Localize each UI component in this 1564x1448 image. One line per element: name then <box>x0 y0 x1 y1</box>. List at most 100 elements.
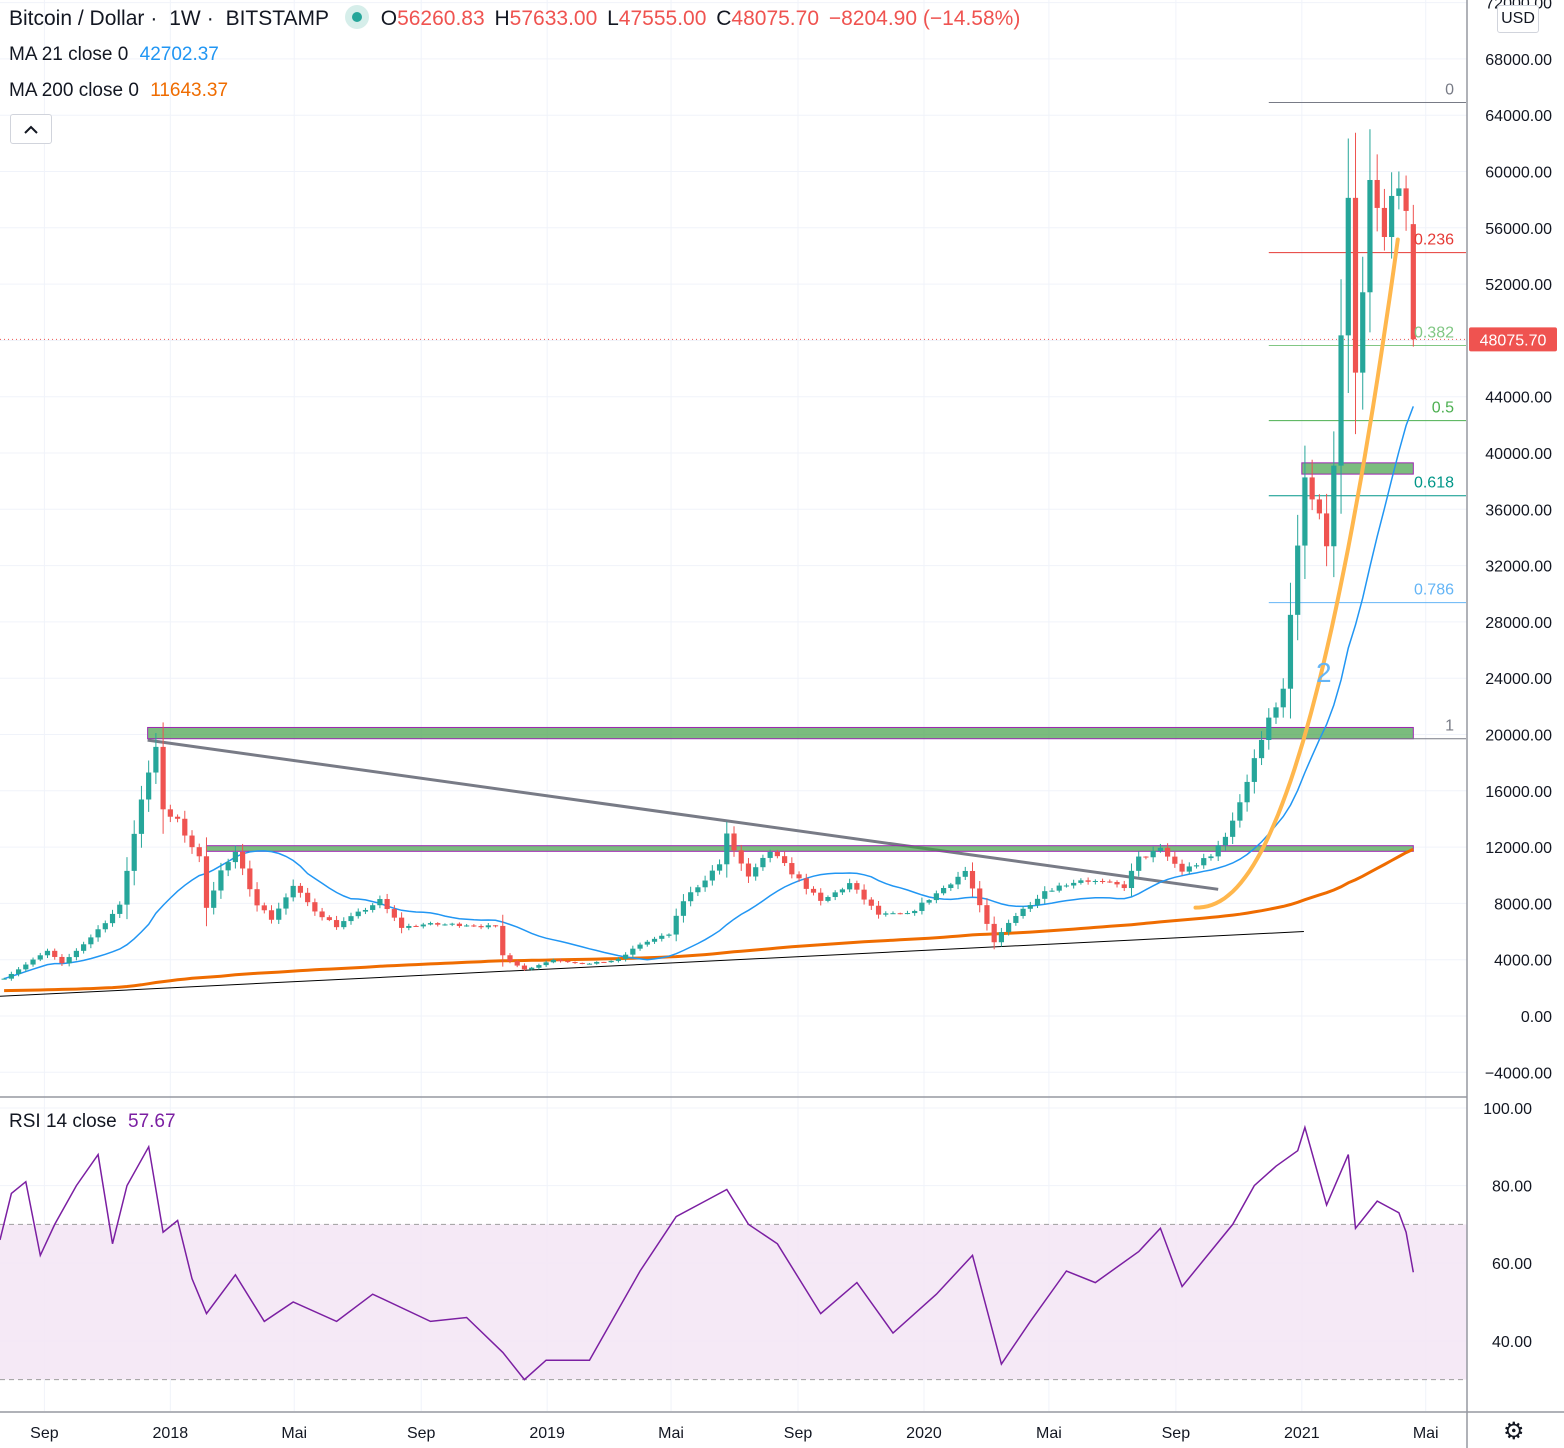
price-tick-label: 64000.00 <box>1485 108 1552 125</box>
rsi-tick-label: 60.00 <box>1492 1256 1532 1273</box>
candle-body <box>333 920 340 928</box>
ma21-legend[interactable]: MA 21 close 0 42702.37 <box>9 44 225 66</box>
candle-body <box>1092 880 1098 882</box>
candle-body <box>1165 847 1171 857</box>
candle-body <box>977 888 983 906</box>
candle-body <box>312 902 318 912</box>
candle-body <box>44 950 51 956</box>
ma21-label: MA 21 close 0 <box>9 44 129 65</box>
candle-body <box>601 961 607 963</box>
candle-body <box>948 884 954 889</box>
candle-body <box>1302 477 1308 546</box>
symbol-legend[interactable]: Bitcoin / Dollar · 1W · BITSTAMP O56260.83… <box>9 5 1021 30</box>
candle-body <box>550 959 556 963</box>
candle-body <box>319 911 325 918</box>
candle-body <box>1186 866 1192 872</box>
ma21-layer <box>3 406 1415 980</box>
candle-body <box>680 901 687 916</box>
close-value: 48075.70 <box>731 7 819 30</box>
price-axis[interactable]: 72000.0068000.0064000.0060000.0056000.00… <box>1485 0 1552 1082</box>
price-tick-label: 0.00 <box>1521 1009 1552 1026</box>
candle-body <box>1403 188 1409 211</box>
parabola-layer <box>1193 237 1400 910</box>
time-tick-label: Mai <box>281 1425 307 1442</box>
candle-body <box>521 965 528 970</box>
candle-body <box>644 941 650 945</box>
rsi-axis[interactable]: 100.00 80.00 60.00 40.00 <box>1483 1101 1532 1351</box>
fib-labels: 0 0.236 0.382 0.5 0.618 0.786 1 <box>1414 82 1454 735</box>
candle-body <box>442 924 448 926</box>
candle-body <box>196 847 202 857</box>
rsi-band <box>0 1224 1467 1380</box>
ma200-legend[interactable]: MA 200 close 0 11643.37 <box>9 80 234 102</box>
collapse-legend-button[interactable] <box>10 114 52 144</box>
candle-body <box>1396 188 1402 196</box>
candle-body <box>485 925 491 928</box>
candle-body <box>427 923 434 925</box>
currency-button[interactable]: USD <box>1497 5 1539 33</box>
candle-body <box>810 888 817 893</box>
rsi-legend[interactable]: RSI 14 close 57.67 <box>9 1111 182 1133</box>
candle-body <box>1136 856 1142 871</box>
candle-body <box>883 913 889 915</box>
candle-body <box>413 925 419 927</box>
candle-body <box>30 959 36 965</box>
candle-body <box>23 964 29 970</box>
time-tick-label: Sep <box>1162 1425 1191 1442</box>
price-tick-label: 60000.00 <box>1485 165 1552 182</box>
candle-body <box>276 908 282 920</box>
candle-body <box>160 746 166 810</box>
candle-body <box>1287 614 1294 689</box>
candle-body <box>240 851 246 869</box>
candle-body <box>1352 197 1359 373</box>
time-tick-label: Mai <box>658 1425 684 1442</box>
candle-body <box>1237 802 1243 821</box>
price-tick-label: 68000.00 <box>1485 52 1552 69</box>
candle-body <box>174 816 181 819</box>
candle-body <box>406 925 412 928</box>
candle-body <box>1258 740 1265 759</box>
price-tick-label: 52000.00 <box>1485 277 1552 294</box>
candle-body <box>1316 499 1322 514</box>
candles <box>1 129 1416 981</box>
candle-body <box>1345 197 1351 336</box>
candle-body <box>940 888 947 894</box>
rsi-tick-label: 40.00 <box>1492 1334 1532 1351</box>
candle-body <box>391 909 397 918</box>
rsi-tick-label: 100.00 <box>1483 1101 1532 1118</box>
candle-body <box>81 944 87 951</box>
last-price-label: 48075.70 <box>1469 327 1557 352</box>
price-tick-label: 4000.00 <box>1494 953 1552 970</box>
candle-body <box>1280 688 1286 708</box>
candle-body <box>167 809 173 817</box>
candle-body <box>847 883 853 890</box>
candle-body <box>1071 882 1077 886</box>
candle-body <box>1295 545 1301 615</box>
candle-body <box>261 905 267 911</box>
candle-body <box>579 962 585 964</box>
candle-body <box>124 870 130 905</box>
time-axis[interactable]: Sep 2018 Mai Sep 2019 Mai Sep 2020 Mai Sep 2021 Mai <box>30 1425 1438 1442</box>
candle-body <box>637 944 643 949</box>
candle-body <box>1099 880 1106 882</box>
ma200-line <box>4 847 1414 993</box>
candle-body <box>182 818 188 836</box>
candle-body <box>1179 863 1185 872</box>
time-tick-label: Sep <box>407 1425 436 1442</box>
ma200-label: MA 200 close 0 <box>9 80 139 101</box>
candle-body <box>955 876 961 885</box>
candle-body <box>919 902 925 911</box>
ma200-value: 11643.37 <box>150 80 229 101</box>
candle-body <box>1323 513 1330 547</box>
time-tick-label: 2020 <box>906 1425 942 1442</box>
candle-body <box>1114 881 1120 885</box>
price-tick-label: 36000.00 <box>1485 502 1552 519</box>
time-tick-label: Mai <box>1036 1425 1062 1442</box>
gear-icon[interactable]: ⚙ <box>1503 1418 1525 1445</box>
candle-body <box>203 856 210 908</box>
candle-body <box>492 925 499 927</box>
candle-body <box>283 897 289 909</box>
candle-body <box>796 874 802 879</box>
fib-level-label: 0 <box>1445 82 1454 99</box>
